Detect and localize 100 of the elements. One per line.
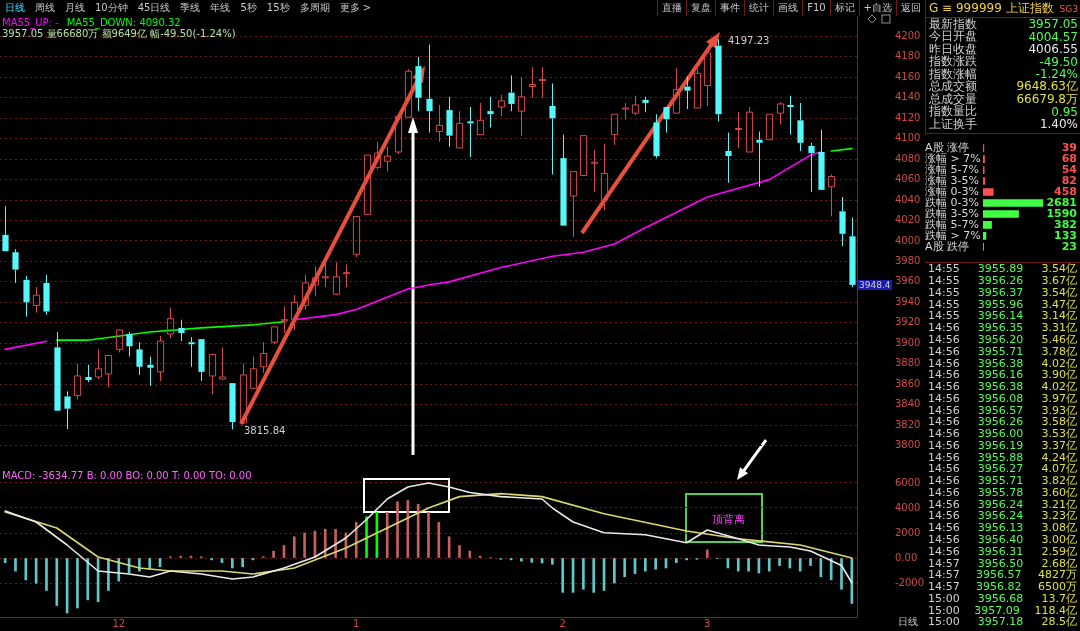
bar bbox=[230, 558, 234, 569]
candlestick bbox=[208, 353, 217, 395]
text: 周线 bbox=[34, 1, 56, 15]
bar bbox=[983, 210, 1019, 218]
text: +自选 bbox=[858, 0, 896, 16]
text: F10 bbox=[802, 0, 830, 16]
text: 总成交量 66679.8万 bbox=[929, 91, 1078, 106]
candlestick bbox=[104, 355, 113, 388]
text: 14:56 3956.13 3.08亿 bbox=[928, 521, 1077, 535]
text: 日线 bbox=[4, 1, 26, 15]
bar bbox=[592, 558, 596, 593]
candlestick bbox=[198, 339, 205, 382]
candlestick bbox=[126, 331, 133, 358]
candlestick bbox=[147, 356, 154, 387]
annotation: 3815.84 bbox=[244, 425, 286, 436]
candlestick bbox=[455, 110, 464, 149]
candlestick bbox=[839, 196, 846, 247]
chart-title: MACD: -3634.77 B: 0.00 BO: 0.00 T: 0.00 TO: 0.00 bbox=[2, 470, 252, 481]
candlestick bbox=[467, 106, 474, 158]
text: 14:56 3955.78 3.60亿 bbox=[928, 485, 1077, 499]
bar bbox=[561, 558, 565, 593]
y-tick-label: 3860 bbox=[895, 377, 921, 389]
text: 14:57 3956.82 6500万 bbox=[928, 580, 1077, 594]
candlestick bbox=[715, 38, 722, 122]
y-tick-label: 3900 bbox=[895, 336, 921, 348]
text: 14:56 3956.24 3.23亿 bbox=[928, 509, 1077, 523]
bar bbox=[829, 558, 833, 581]
candlestick bbox=[435, 104, 444, 143]
bar bbox=[644, 558, 647, 572]
text: 14:56 3956.57 3.93亿 bbox=[928, 403, 1077, 417]
bar bbox=[623, 558, 627, 578]
text: 日线 bbox=[897, 615, 919, 629]
candlestick bbox=[590, 149, 599, 193]
bar bbox=[468, 550, 472, 558]
text: 14:57 3956.57 4827万 bbox=[928, 568, 1077, 582]
candlestick bbox=[404, 68, 413, 118]
candlestick bbox=[703, 47, 712, 107]
x-tick-label: 1 bbox=[353, 617, 360, 629]
candlestick bbox=[383, 146, 392, 172]
candlestick bbox=[280, 305, 289, 334]
y-tick-label: 3940 bbox=[895, 295, 921, 307]
candlestick bbox=[849, 216, 856, 288]
y-tick-label: 4120 bbox=[895, 111, 921, 123]
text: 复盘 bbox=[686, 0, 716, 16]
candlestick bbox=[23, 275, 30, 318]
text: 月线 bbox=[64, 1, 86, 15]
bar bbox=[437, 522, 441, 558]
text: 季线 bbox=[179, 1, 202, 15]
bar bbox=[983, 177, 986, 185]
text: G ≡ 999999 上证指数 bbox=[929, 0, 1054, 17]
y-tick-label: 4000 bbox=[895, 501, 921, 513]
candlestick bbox=[166, 306, 175, 339]
bar bbox=[303, 532, 306, 558]
bar bbox=[613, 558, 616, 584]
text: 14:56 3956.40 3.00亿 bbox=[928, 533, 1077, 546]
text: 14:56 3956.26 3.58亿 bbox=[928, 415, 1077, 429]
data-label: 68 bbox=[1061, 151, 1077, 165]
bar bbox=[241, 558, 244, 568]
candlestick bbox=[321, 262, 330, 288]
text: 5秒 bbox=[239, 1, 258, 15]
candlestick bbox=[426, 44, 433, 134]
bar bbox=[840, 558, 843, 590]
x-tick-label: 2 bbox=[559, 617, 566, 629]
text: 今日开盘 4004.57 bbox=[929, 29, 1078, 44]
y-tick-label: 0.00 bbox=[895, 551, 918, 563]
text: 14:56 3956.08 3.97亿 bbox=[928, 391, 1077, 405]
candlestick bbox=[684, 75, 691, 110]
y-tick-label: 3820 bbox=[895, 418, 921, 430]
candlestick bbox=[54, 331, 61, 411]
text: 14:56 3956.27 4.07亿 bbox=[928, 462, 1077, 476]
text: 14:56 3956.35 3.31亿 bbox=[928, 321, 1077, 335]
candlestick bbox=[693, 68, 702, 109]
candlestick bbox=[43, 274, 50, 316]
text: 15:00 3957.18 28.5亿 bbox=[928, 615, 1077, 629]
text: 直播 bbox=[657, 0, 687, 16]
y-tick-label: 4060 bbox=[895, 173, 921, 185]
data-label: 82 bbox=[1061, 173, 1077, 187]
annotation: 顶背离 bbox=[712, 512, 745, 527]
candlestick bbox=[2, 205, 9, 252]
y-tick-label: 2000 bbox=[895, 526, 921, 538]
text: 14:56 3956.24 3.21亿 bbox=[928, 497, 1077, 511]
candlestick bbox=[797, 102, 804, 152]
candlestick bbox=[560, 134, 567, 226]
candlestick bbox=[663, 107, 670, 134]
data-label: 39 bbox=[1061, 140, 1077, 154]
candlestick bbox=[787, 95, 794, 136]
text: 更多 > bbox=[338, 1, 373, 15]
y-tick-label: 4020 bbox=[895, 214, 921, 226]
data-label: 458 bbox=[1054, 184, 1077, 198]
y-tick-label: 3980 bbox=[895, 255, 921, 267]
y-tick-label: 4160 bbox=[895, 70, 921, 82]
text: 15秒 bbox=[265, 1, 291, 15]
text: 指数量比 0.95 bbox=[929, 104, 1078, 119]
bar bbox=[416, 503, 420, 558]
candlestick bbox=[156, 335, 165, 382]
candlestick bbox=[85, 364, 92, 383]
bar bbox=[427, 512, 430, 558]
y-tick-label: 3880 bbox=[895, 357, 921, 369]
candlestick bbox=[610, 113, 619, 146]
bar bbox=[55, 558, 59, 606]
